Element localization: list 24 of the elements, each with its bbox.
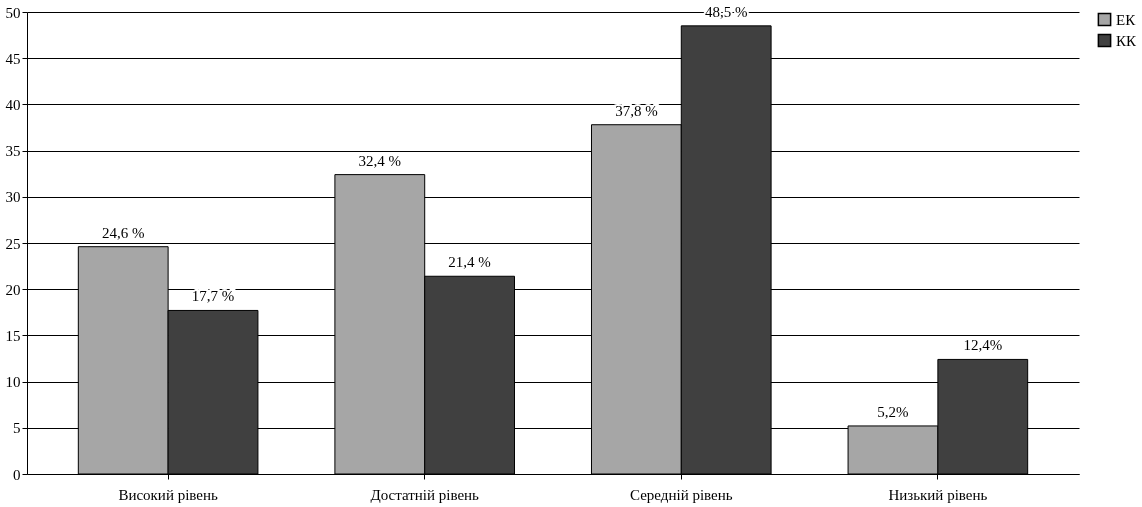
legend-label: ЕК [1116, 11, 1137, 28]
data-label: 32,4 % [358, 152, 402, 169]
x-tick-label: Високий рівень [118, 486, 219, 503]
y-tick-label: 45 [5, 50, 21, 67]
y-tick-label: 0 [13, 466, 21, 483]
y-tick-label: 40 [5, 96, 21, 113]
x-tick-label: Низький рівень [888, 486, 988, 503]
data-label: 37,8 % [615, 102, 658, 119]
x-tick-label: Середній рівень [629, 486, 733, 503]
y-tick-label: 15 [5, 327, 21, 344]
data-label: 21,4 % [448, 254, 491, 271]
x-tick-label: Достатній рівень [370, 486, 480, 503]
y-tick-label: 5 [13, 420, 21, 437]
y-tick-label: 10 [5, 374, 21, 391]
data-label: 17,7 % [191, 288, 235, 305]
data-label: 24,6 % [101, 224, 145, 241]
data-label: 5,2% [877, 403, 909, 420]
y-tick-label: 30 [5, 189, 21, 206]
y-tick-label: 50 [5, 4, 21, 21]
y-tick-label: 20 [5, 281, 21, 298]
y-tick-label: 25 [5, 235, 21, 252]
data-label: 12,4% [963, 337, 1003, 354]
y-tick-label: 35 [5, 143, 21, 160]
legend-label: КК [1116, 32, 1137, 49]
